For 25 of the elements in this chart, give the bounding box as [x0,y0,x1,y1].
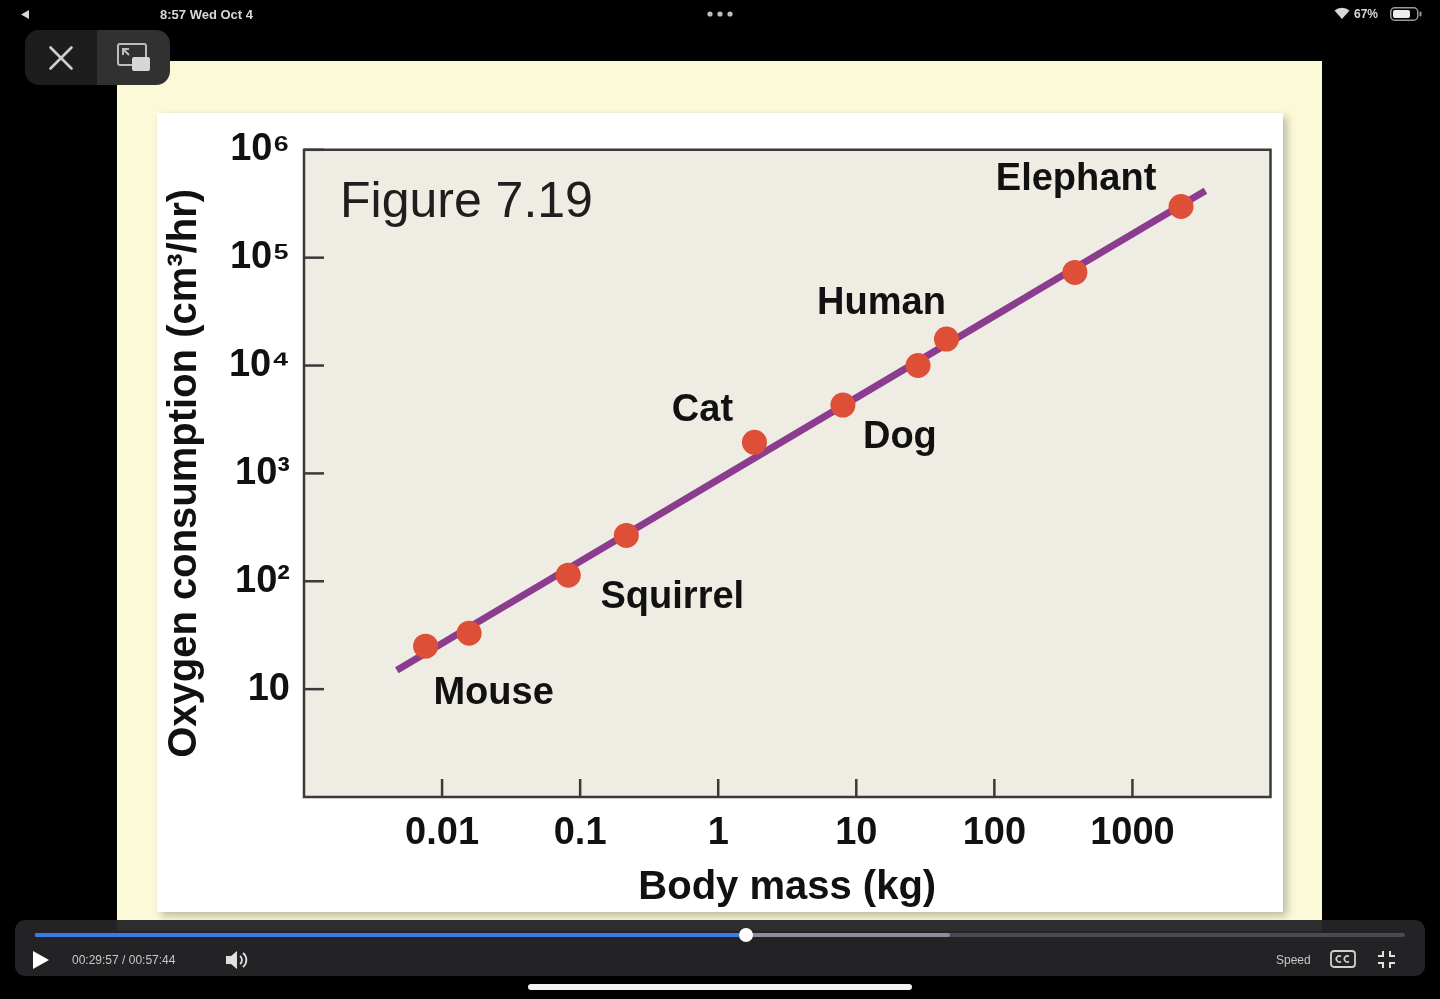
y-tick-label: 10² [235,557,290,600]
x-tick-label: 1 [707,810,729,853]
y-tick-label: 10³ [235,449,290,492]
x-tick-label: 0.01 [405,810,480,853]
y-axis-title: Oxygen consumption (cm³/hr) [160,188,205,758]
y-tick-label: 10⁴ [228,342,290,385]
annotation: Mouse [433,669,554,712]
text: 8:57 Wed Oct 4 [160,6,253,22]
text: 00:29:57 / 00:57:44 [72,953,176,967]
annotation: Human [817,279,946,322]
x-tick-label: 10 [835,810,878,853]
x-axis-title: Body mass (kg) [638,863,937,908]
annotation: Elephant [995,156,1157,198]
y-tick-label: 10⁵ [229,234,290,277]
annotation: Cat [671,386,734,429]
x-tick-label: 100 [962,810,1027,853]
text: Speed [1276,953,1311,967]
chart-title: Figure 7.19 [340,171,593,228]
x-tick-label: 0.1 [553,810,607,853]
x-tick-label: 1000 [1090,810,1175,853]
annotation: Squirrel [600,573,745,616]
y-tick-label: 10⁶ [230,126,290,169]
text: 67% [1354,7,1379,21]
annotation: Dog [862,413,937,456]
y-tick-label: 10 [247,665,290,708]
